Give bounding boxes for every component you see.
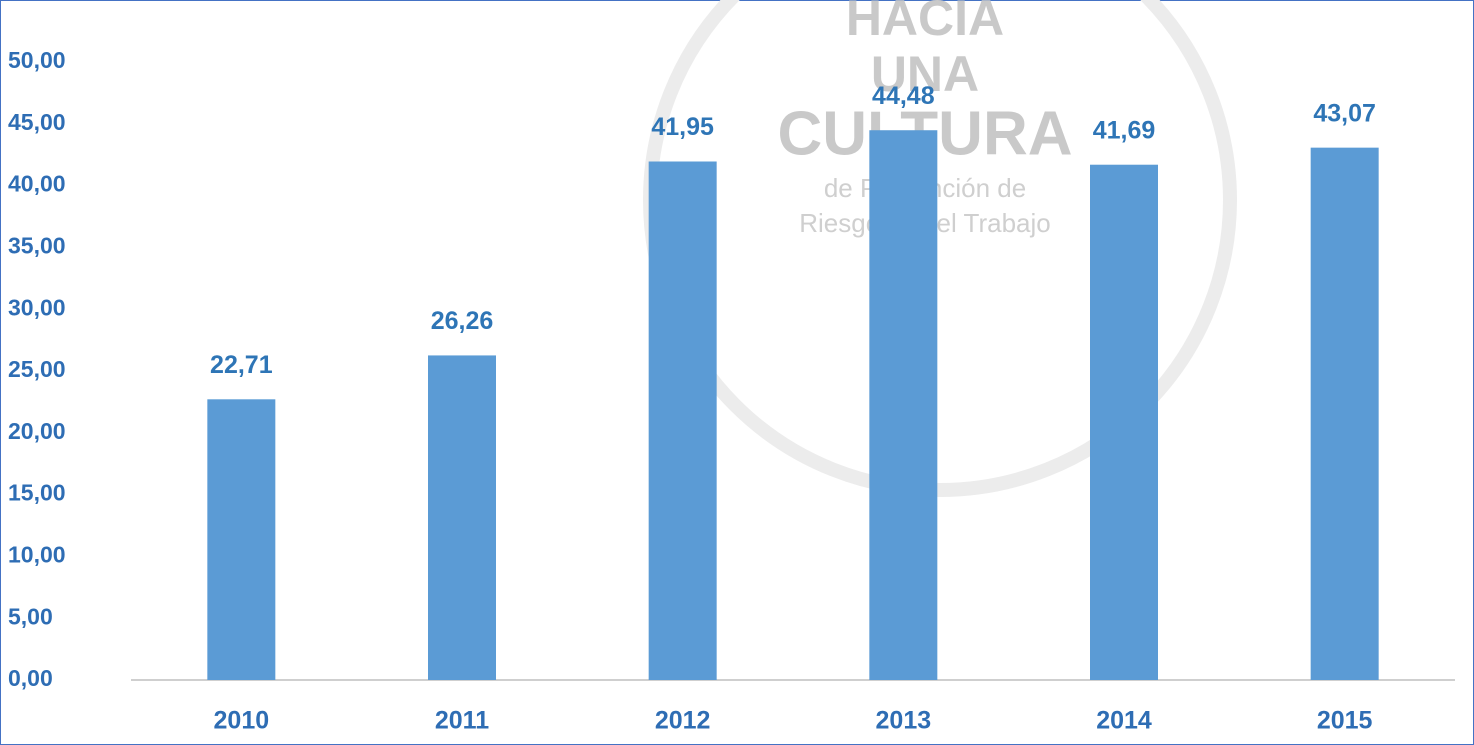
value-label: 43,07 <box>1313 99 1376 127</box>
bar <box>1090 165 1158 680</box>
y-tick-label: 45,00 <box>8 109 66 135</box>
y-tick-label: 10,00 <box>8 541 66 567</box>
y-tick-label: 35,00 <box>8 232 66 258</box>
y-tick-label: 25,00 <box>8 356 66 382</box>
y-tick-label: 30,00 <box>8 294 66 320</box>
x-tick-label: 2012 <box>655 707 711 735</box>
x-tick-label: 2011 <box>435 707 489 735</box>
value-label: 22,71 <box>210 351 273 379</box>
value-label: 41,95 <box>651 113 714 141</box>
bar <box>869 130 937 680</box>
x-tick-label: 2010 <box>214 707 270 735</box>
y-tick-label: 5,00 <box>8 603 53 629</box>
y-tick-label: 0,00 <box>8 665 53 691</box>
bar <box>1311 148 1379 680</box>
y-tick-label: 50,00 <box>8 47 66 73</box>
bar <box>649 161 717 680</box>
watermark-text: HACIA <box>846 0 1004 46</box>
x-tick-label: 2015 <box>1317 707 1373 735</box>
value-label: 44,48 <box>872 82 935 110</box>
value-label: 26,26 <box>431 307 494 335</box>
bar <box>207 399 275 680</box>
bar <box>428 355 496 680</box>
chart: HACIA UNA CULTURA de Prevención de Riesg… <box>0 0 1474 745</box>
y-tick-label: 20,00 <box>8 418 66 444</box>
value-label: 41,69 <box>1093 116 1156 144</box>
x-tick-label: 2013 <box>876 707 932 735</box>
y-tick-label: 40,00 <box>8 171 66 197</box>
y-tick-label: 15,00 <box>8 480 66 506</box>
x-tick-label: 2014 <box>1096 707 1152 735</box>
